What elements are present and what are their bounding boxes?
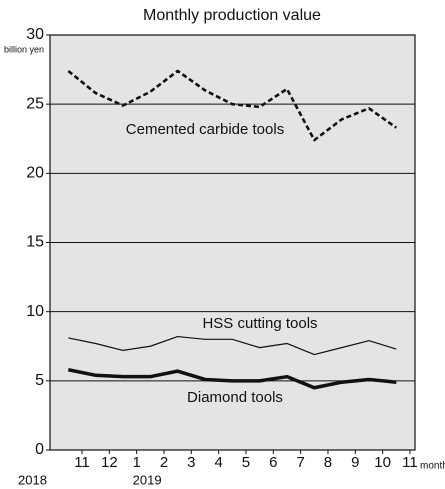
y-unit: billion yen (4, 44, 44, 54)
x-tick-label: 4 (214, 454, 222, 471)
year-label: 2018 (18, 472, 47, 487)
x-unit: month (420, 461, 445, 472)
chart-title: Monthly production value (143, 7, 321, 24)
x-tick-label: 11 (74, 454, 90, 471)
y-tick-label: 5 (35, 372, 44, 389)
y-tick-label: 20 (26, 165, 44, 182)
series-line (67, 69, 398, 142)
series-label: HSS cutting tools (202, 315, 317, 332)
series-line (68, 335, 397, 356)
x-tick-label: 6 (269, 454, 277, 471)
x-tick-label: 7 (296, 454, 304, 471)
x-tick-label: 3 (187, 454, 195, 471)
series-line (67, 368, 397, 390)
series-label: Diamond tools (187, 389, 283, 406)
x-tick-label: 11 (402, 454, 418, 471)
x-tick-label: 2 (160, 454, 168, 471)
y-tick-label: 30 (26, 26, 44, 43)
y-tick-label: 10 (26, 303, 44, 320)
year-label: 2019 (133, 472, 162, 487)
y-tick-label: 15 (26, 234, 44, 251)
y-tick-label: 25 (26, 95, 44, 112)
y-tick-label: 0 (35, 441, 44, 458)
x-tick-label: 12 (101, 454, 118, 471)
x-tick-label: 1 (132, 454, 140, 471)
x-tick-label: 10 (374, 454, 391, 471)
x-tick-label: 9 (351, 454, 359, 471)
x-tick-label: 8 (324, 454, 332, 471)
series-label: Cemented carbide tools (126, 121, 284, 138)
x-tick-label: 5 (242, 454, 250, 471)
